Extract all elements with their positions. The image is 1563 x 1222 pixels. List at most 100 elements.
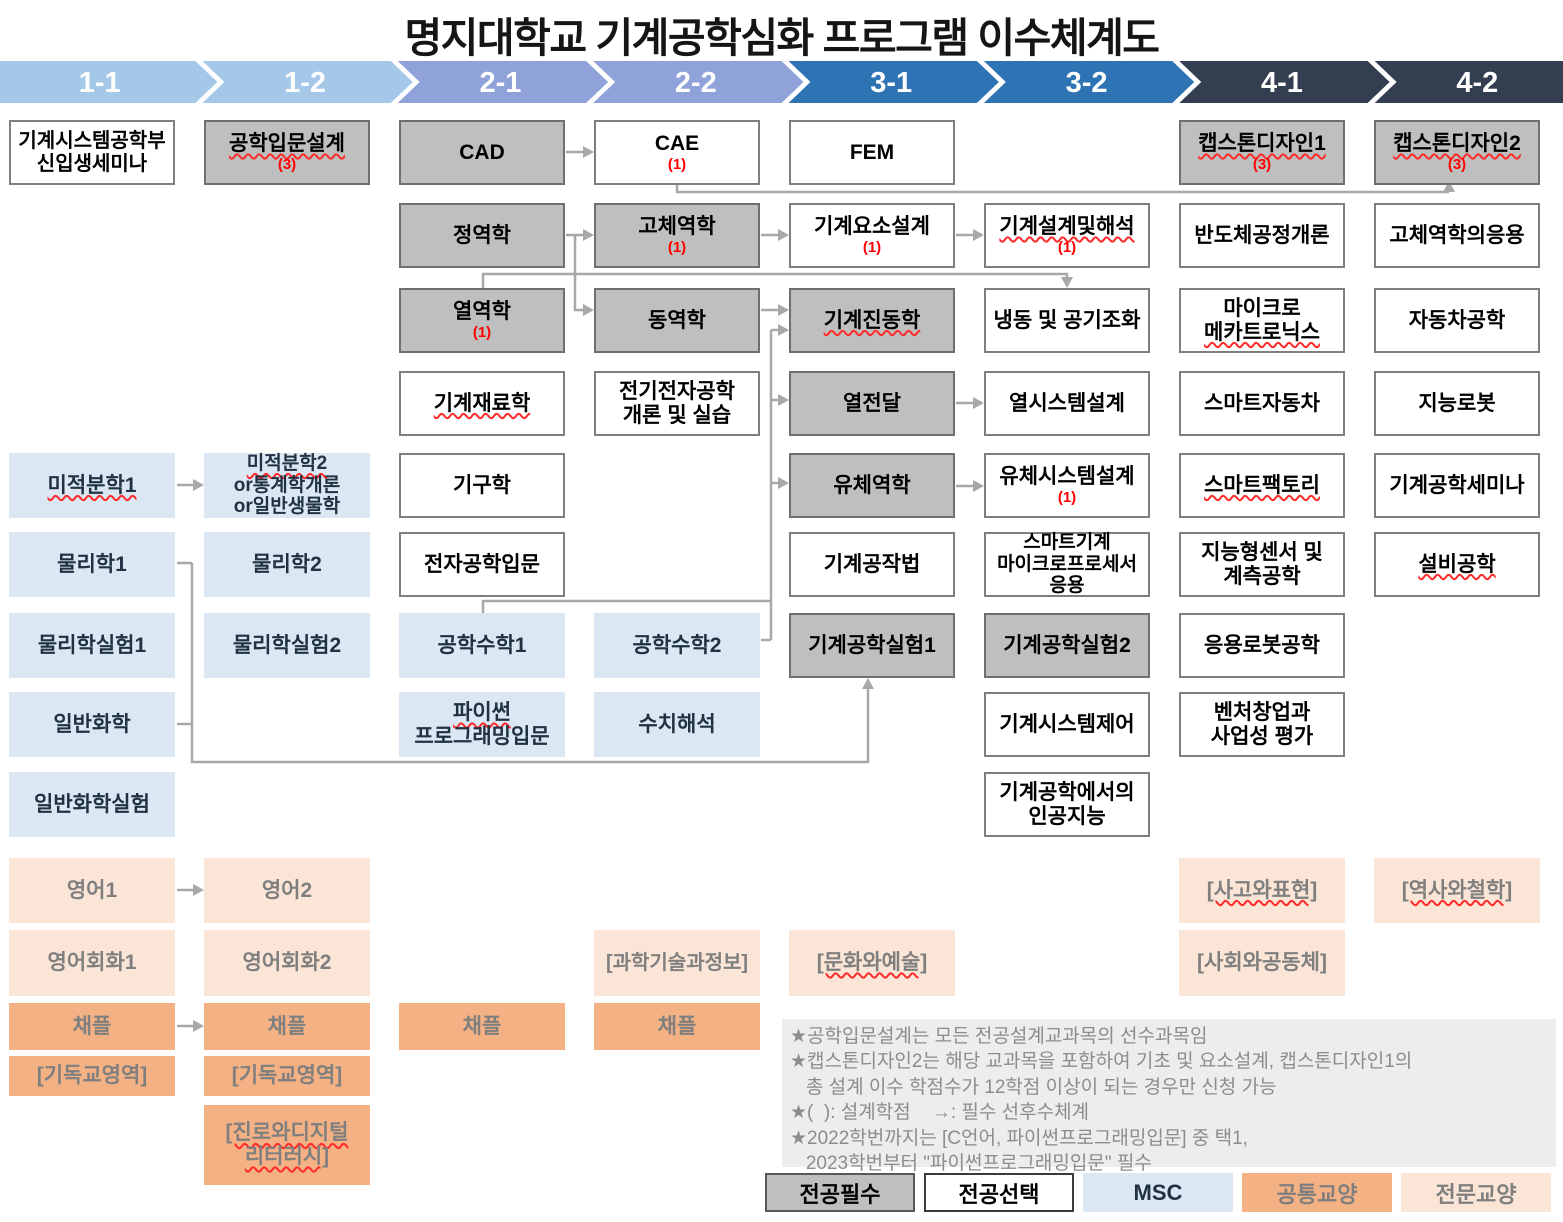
design-credit: (1) xyxy=(1057,488,1077,506)
course-automotive-engineering: 자동차공학 xyxy=(1374,288,1540,353)
course-thermodynamics: 열역학 (1) xyxy=(399,288,565,353)
course-title-line: 기계재료학 xyxy=(433,391,531,415)
course-fluid-mechanics: 유체역학 xyxy=(789,453,955,518)
course-title-line: 스마트자동차 xyxy=(1204,391,1320,415)
course-title-line: 파이썬 xyxy=(453,700,511,724)
course-machine-element-design: 기계요소설계 (1) xyxy=(789,203,955,268)
course-title-line: 기계공작법 xyxy=(823,552,921,576)
course-physics-1: 물리학1 xyxy=(9,532,175,597)
course-fem: FEM xyxy=(789,120,955,185)
course-title-line: 영어1 xyxy=(66,878,118,902)
edge-statics-to-dynamics xyxy=(573,235,583,312)
semester-chevron-shape-2-2 xyxy=(593,61,804,103)
course-semiconductor-process: 반도체공정개론 xyxy=(1179,203,1345,268)
edge-arrowhead-physics-chem-to-lab1 xyxy=(862,678,874,689)
course-freshman-seminar: 기계시스템공학부 신입생세미나 xyxy=(9,120,175,185)
course-title-line: 영어2 xyxy=(261,878,313,902)
course-title-line: 프로그래밍입문 xyxy=(414,724,550,748)
course-physics-2: 물리학2 xyxy=(204,532,370,597)
course-venture-startup: 벤처창업과 사업성 평가 xyxy=(1179,692,1345,757)
course-title-line: 응용로봇공학 xyxy=(1204,633,1320,657)
edge-cae-to-capstone2 xyxy=(675,185,1449,194)
course-title-line: 마이크로 xyxy=(1223,296,1301,320)
course-title-line: [기독교영역] xyxy=(231,1064,343,1088)
course-english-conversation-1: 영어회화1 xyxy=(9,930,175,996)
course-title-line: 일반화학 xyxy=(53,712,131,736)
course-heat-transfer: 열전달 xyxy=(789,371,955,436)
semester-chevron-shape-2-1 xyxy=(397,61,609,103)
course-title-line: 리터러시] xyxy=(244,1145,330,1168)
course-capstone-design-2: 캡스톤디자인2 (3) xyxy=(1374,120,1540,185)
semester-chevron-band: 1-1 1-2 2-1 2-2 3-1 3-2 4-1 4-2 xyxy=(0,61,1563,103)
design-credit: (1) xyxy=(667,238,687,256)
course-title-line: [문화와예술] xyxy=(816,951,928,975)
legend-item-msc: MSC xyxy=(1083,1173,1233,1212)
course-title-line: 공학수학2 xyxy=(632,633,722,657)
semester-chevron-label-1-2: 1-2 xyxy=(284,67,326,99)
design-credit: (1) xyxy=(1057,238,1077,256)
course-title-line: [사고와표현] xyxy=(1206,878,1318,902)
course-title-line: 기계공학실험1 xyxy=(808,633,936,657)
course-physics-lab-2: 물리학실험2 xyxy=(204,613,370,678)
course-mech-eng-lab-1: 기계공학실험1 xyxy=(789,613,955,678)
edge-arrowhead-statics-to-dynamics xyxy=(583,304,594,316)
course-smart-factory: 스마트팩토리 xyxy=(1179,453,1345,518)
course-title-line: 개론 및 실습 xyxy=(622,403,732,427)
course-title-line: 채플 xyxy=(657,1014,697,1038)
design-credit: (3) xyxy=(1447,155,1467,173)
edge-arrowhead-cad-to-cae xyxy=(583,146,594,158)
course-refrigeration-air-conditioning: 냉동 및 공기조화 xyxy=(984,288,1150,353)
course-title-line: 공학입문설계 xyxy=(229,131,345,155)
course-english-1: 영어1 xyxy=(9,858,175,923)
course-applied-robotics: 응용로봇공학 xyxy=(1179,613,1345,678)
design-credit: (1) xyxy=(472,323,492,341)
edge-arrowhead-statics-to-solid xyxy=(583,229,594,241)
course-mechanism: 기구학 xyxy=(399,453,565,518)
course-title-line: 벤처창업과 xyxy=(1213,700,1311,724)
course-dynamics: 동역학 xyxy=(594,288,760,353)
legend-item-required: 전공필수 xyxy=(765,1173,915,1212)
course-title-line: 채플 xyxy=(72,1014,112,1038)
course-chapel-2-1: 채플 xyxy=(399,1003,565,1050)
edge-arrowhead-calc1-to-calc2 xyxy=(193,479,204,491)
course-electrical-electronics: 전기전자공학 개론 및 실습 xyxy=(594,371,760,436)
course-capstone-design-1: 캡스톤디자인1 (3) xyxy=(1179,120,1345,185)
course-title-line: 물리학1 xyxy=(57,552,127,576)
edge-thermo-to-refrigeration xyxy=(481,272,1069,288)
course-title-line: 기계설계및해석 xyxy=(999,214,1135,238)
course-title-line: 전기전자공학 xyxy=(619,379,735,403)
legend-item-elective: 전공선택 xyxy=(924,1173,1074,1212)
semester-chevron-label-4-1: 4-1 xyxy=(1261,67,1303,99)
course-title-line: or일반생물학 xyxy=(233,496,341,518)
note-line: ★캡스톤디자인2는 해당 교과목을 포함하여 기초 및 요소설계, 캡스톤디자인… xyxy=(790,1051,1413,1073)
course-title-line: 기구학 xyxy=(453,473,511,497)
course-calculus-2-or: 미적분학2 or통계학개론 or일반생물학 xyxy=(204,453,370,518)
course-title-line: 물리학2 xyxy=(252,552,322,576)
course-mechanical-vibration: 기계진동학 xyxy=(789,288,955,353)
course-title-line: 채플 xyxy=(462,1014,502,1038)
course-science-tech-info: [과학기술과정보] xyxy=(594,930,760,996)
course-title-line: 자동차공학 xyxy=(1408,308,1506,332)
semester-chevron-label-4-2: 4-2 xyxy=(1456,67,1498,99)
course-title-line: 영어회화2 xyxy=(242,951,332,975)
course-title-line: 고체역학 xyxy=(638,214,716,238)
notes-panel: ★공학입문설계는 모든 전공설계교과목의 선수과목임 ★캡스톤디자인2는 해당 교… xyxy=(782,1019,1556,1174)
course-mech-eng-seminar: 기계공학세미나 xyxy=(1374,453,1540,518)
edge-arrowhead-dynamics-to-vibration xyxy=(778,304,789,316)
edge-arrowhead-thermo-to-refrigeration xyxy=(1061,277,1073,288)
course-title-line: 유체시스템설계 xyxy=(999,464,1135,488)
course-python-programming: 파이썬 프로그래밍입문 xyxy=(399,692,565,757)
course-solid-mechanics: 고체역학 (1) xyxy=(594,203,760,268)
legend: 전공필수 전공선택 MSC 공통교양 전문교양 xyxy=(765,1173,1551,1212)
course-numerical-analysis: 수치해석 xyxy=(594,692,760,757)
course-cae: CAE (1) xyxy=(594,120,760,185)
course-title-line: 캡스톤디자인2 xyxy=(1393,131,1521,155)
course-title-line: 신입생세미나 xyxy=(36,152,148,175)
note-line: ★( ): 설계학점 →: 필수 선후수체계 xyxy=(790,1102,1090,1124)
course-title-line: 미적분학1 xyxy=(47,473,137,497)
course-title-line: 반도체공정개론 xyxy=(1194,223,1330,247)
course-title-line: [과학기술과정보] xyxy=(605,951,749,974)
note-line: 총 설계 이수 학점수가 12학점 이상이 되는 경우만 신청 가능 xyxy=(790,1076,1277,1098)
design-credit: (1) xyxy=(667,155,687,173)
